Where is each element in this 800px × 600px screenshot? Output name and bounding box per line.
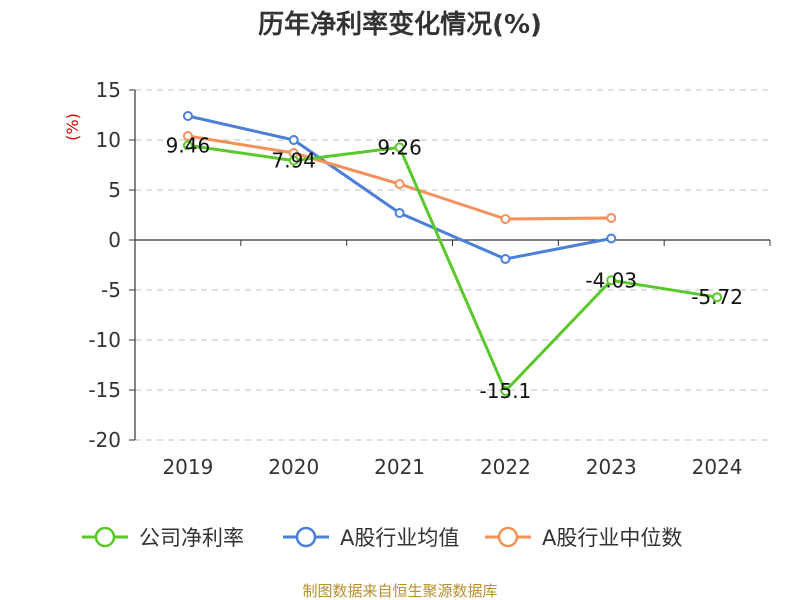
data-label: 7.94 bbox=[271, 149, 316, 173]
data-label: -5.72 bbox=[691, 285, 743, 309]
axes: 15 10 5 0 -5 -10 -15 -20 2019 2020 2021 2022 2023 202… bbox=[88, 78, 771, 479]
data-point[interactable] bbox=[288, 155, 299, 166]
data-label: -4.03 bbox=[585, 268, 637, 292]
data-point[interactable] bbox=[500, 214, 511, 224]
x-tick-label: 2022 bbox=[480, 455, 531, 479]
x-tick-label: 2019 bbox=[162, 455, 213, 479]
y-tick-label: -15 bbox=[88, 378, 121, 402]
y-axis-unit: (%) bbox=[63, 113, 82, 141]
legend-marker bbox=[295, 526, 317, 548]
legend-label: 公司净利率 bbox=[139, 526, 244, 550]
data-label: -15.1 bbox=[480, 379, 532, 403]
data-point[interactable] bbox=[394, 142, 405, 153]
data-point[interactable] bbox=[394, 179, 405, 189]
data-point[interactable] bbox=[712, 292, 723, 303]
series-0 bbox=[182, 140, 723, 396]
legend-item-2[interactable]: A股行业中位数 bbox=[485, 526, 682, 550]
legend-marker bbox=[94, 526, 116, 548]
y-tick-label: -10 bbox=[88, 328, 121, 352]
chart-title: 历年净利率变化情况(%) bbox=[258, 9, 542, 40]
data-point[interactable] bbox=[500, 254, 511, 264]
y-tick-label: 5 bbox=[108, 178, 121, 202]
x-tick-label: 2024 bbox=[692, 455, 743, 479]
x-tick-label: 2023 bbox=[586, 455, 637, 479]
legend[interactable]: 公司净利率 A股行业均值 A股行业中位数 bbox=[82, 526, 682, 550]
x-tick-label: 2021 bbox=[374, 455, 425, 479]
legend-label: A股行业均值 bbox=[340, 526, 459, 550]
legend-item-1[interactable]: A股行业均值 bbox=[283, 526, 459, 550]
series-layer bbox=[182, 111, 723, 396]
data-point[interactable] bbox=[500, 386, 511, 396]
data-point[interactable] bbox=[182, 131, 193, 141]
data-label: 9.26 bbox=[377, 135, 422, 159]
data-point[interactable] bbox=[606, 233, 617, 244]
series-line bbox=[187, 143, 718, 393]
data-point[interactable] bbox=[606, 213, 617, 223]
y-tick-label: 0 bbox=[108, 228, 121, 252]
source-note: 制图数据来自恒生聚源数据库 bbox=[302, 582, 497, 600]
legend-label: A股行业中位数 bbox=[542, 526, 682, 550]
x-tick-label: 2020 bbox=[268, 455, 319, 479]
legend-item-0[interactable]: 公司净利率 bbox=[82, 526, 244, 550]
y-tick-label: 15 bbox=[96, 78, 121, 102]
series-2 bbox=[182, 131, 617, 224]
data-point[interactable] bbox=[606, 275, 617, 286]
data-point[interactable] bbox=[394, 208, 405, 218]
y-tick-label: -5 bbox=[101, 278, 121, 302]
y-tick-label: 10 bbox=[96, 128, 121, 152]
legend-marker bbox=[497, 526, 519, 548]
data-point[interactable] bbox=[288, 135, 299, 145]
y-tick-label: -20 bbox=[88, 428, 121, 452]
data-point[interactable] bbox=[182, 111, 193, 121]
data-labels: 9.46 7.94 9.26 -15.1 -4.03 -5.72 bbox=[166, 133, 743, 403]
series-1 bbox=[182, 111, 617, 264]
data-label: 9.46 bbox=[166, 133, 211, 157]
data-point[interactable] bbox=[182, 140, 193, 151]
